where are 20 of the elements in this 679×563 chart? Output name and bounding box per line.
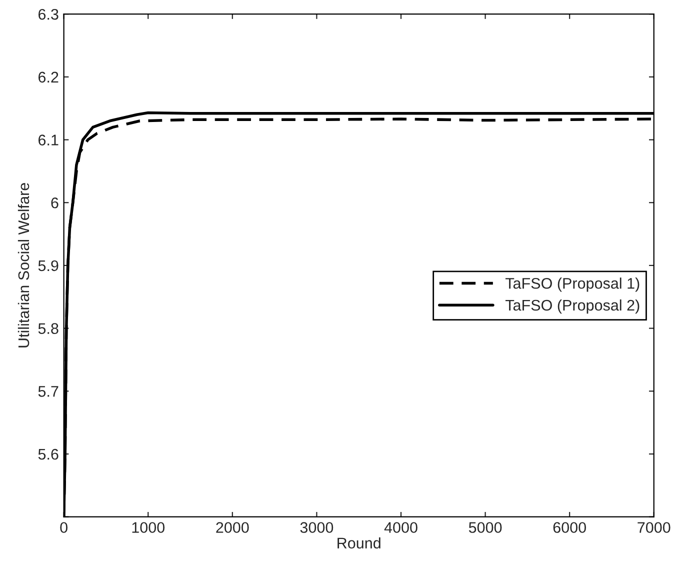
x-tick-label: 7000 <box>638 522 670 533</box>
x-tick-label: 4000 <box>384 522 418 533</box>
y-tick-label: 6.3 <box>38 8 58 20</box>
x-tick-label: 2000 <box>216 522 249 533</box>
legend-label: TaFSO (Proposal 2) <box>505 299 640 314</box>
x-axis-title: Round <box>338 537 380 549</box>
y-tick-label: 6 <box>51 197 58 208</box>
y-tick-label: 5.7 <box>38 386 58 397</box>
x-tick-label: 3000 <box>300 522 334 533</box>
y-axis-title: Utilitarian Social Welfare <box>18 183 30 348</box>
x-tick-label: 6000 <box>553 522 586 533</box>
y-tick-label: 6.2 <box>38 72 58 83</box>
y-tick-label: 5.9 <box>38 260 58 272</box>
x-tick-label: 5000 <box>468 522 502 533</box>
x-tick-label: 0 <box>60 522 68 533</box>
y-tick-label: 5.6 <box>38 448 58 460</box>
y-tick-label: 5.8 <box>38 323 58 334</box>
legend-label: TaFSO (Proposal 1) <box>505 278 640 292</box>
y-tick-label: 6.1 <box>38 134 58 146</box>
x-tick-label: 1000 <box>132 522 165 533</box>
